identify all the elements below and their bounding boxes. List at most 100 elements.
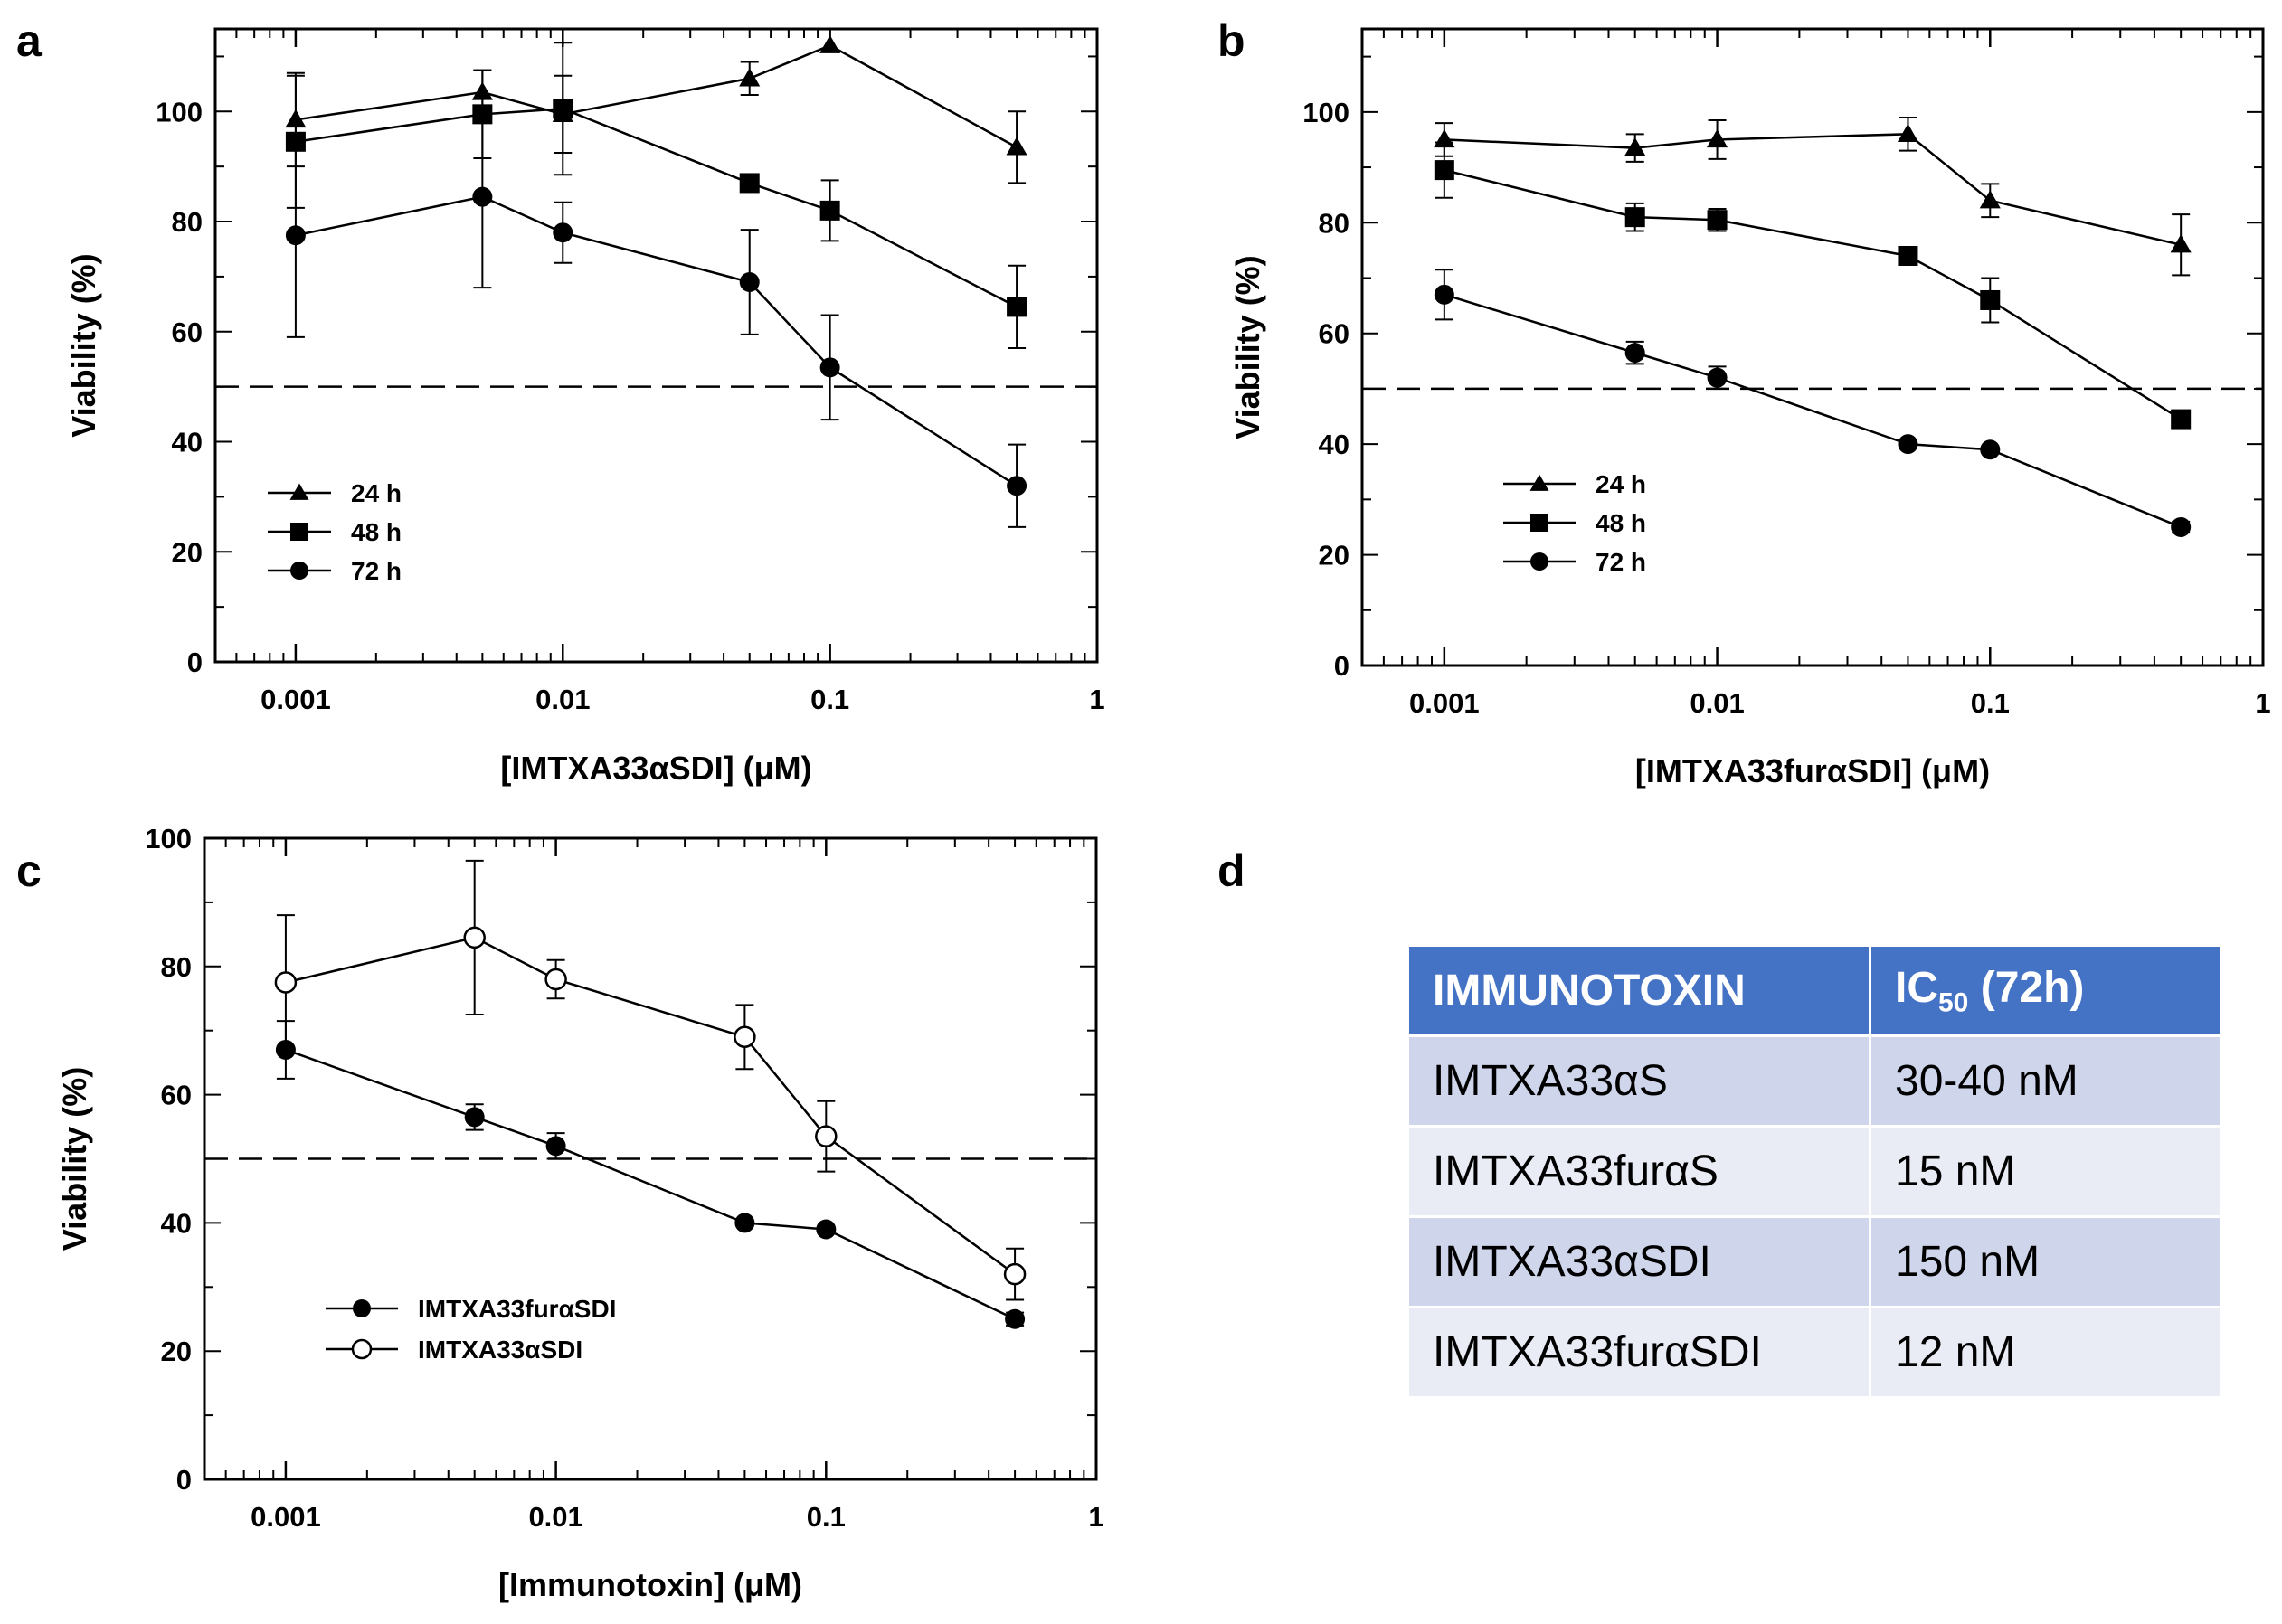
y-tick-label: 0 xyxy=(1334,650,1349,682)
panel-letter-b: b xyxy=(1217,15,1245,66)
y-tick-label: 60 xyxy=(172,316,203,348)
x-axis-label: [IMTXA33αSDI] (μM) xyxy=(500,750,811,787)
panel-letter-d: d xyxy=(1217,845,1245,896)
data-point xyxy=(1624,137,1646,156)
data-point xyxy=(1898,245,1918,266)
x-tick-label: 0.001 xyxy=(1409,687,1480,719)
y-tick-label: 80 xyxy=(172,206,203,238)
header-ic50: IC50 (72h) xyxy=(1869,944,2223,1037)
data-point xyxy=(1707,367,1728,388)
series-line xyxy=(295,43,1018,148)
header-immunotoxin: IMMUNOTOXIN xyxy=(1406,944,1871,1037)
series-72-h: 72 h xyxy=(268,105,1027,585)
data-point xyxy=(739,272,760,292)
y-tick-label: 60 xyxy=(1319,318,1349,350)
data-point xyxy=(1006,137,1027,156)
x-tick-label: 1 xyxy=(1088,1501,1103,1533)
y-tick-label: 40 xyxy=(161,1207,192,1239)
data-point xyxy=(819,357,840,378)
data-point xyxy=(1980,289,2001,310)
data-point xyxy=(1897,123,1918,142)
table-cell-ic50: 30-40 nM xyxy=(1869,1034,2223,1128)
legend-marker xyxy=(1530,552,1548,571)
legend-label: 24 h xyxy=(1596,470,1646,498)
data-point xyxy=(545,1136,566,1157)
series-24-h: 24 h xyxy=(1434,116,2192,498)
header-ic-text: IC xyxy=(1895,963,1938,1012)
data-point xyxy=(1624,207,1645,228)
series-line xyxy=(285,936,1016,1276)
legend-label: IMTXA33αSDI xyxy=(418,1336,582,1364)
series-48-h: 48 h xyxy=(268,42,1027,546)
y-tick-label: 100 xyxy=(156,96,203,127)
table-row: IMTXA33αSDI 150 nM xyxy=(1406,1215,2223,1308)
data-point xyxy=(819,34,841,53)
ic50-table: IMMUNOTOXIN IC50 (72h) IMTXA33αS 30-40 n… xyxy=(1406,944,2223,1399)
data-point xyxy=(1005,1308,1026,1329)
series-imtxa33furαsdi: IMTXA33furαSDI xyxy=(275,1020,1026,1329)
table-cell-name: IMTXA33αS xyxy=(1406,1034,1871,1128)
chart-a: 0.001 0.01 0.1 1 0 20 40 60 80 100 [IMTXA33αSDI] (… xyxy=(65,27,1105,787)
series-line xyxy=(295,195,1018,487)
y-axis-label: Viability (%) xyxy=(56,1067,93,1251)
panel-letter-a: a xyxy=(16,15,43,66)
series-48-h: 48 h xyxy=(1434,141,2192,537)
plot-frame xyxy=(213,27,1099,664)
data-point xyxy=(1434,284,1454,305)
data-point xyxy=(734,1025,756,1049)
legend-marker xyxy=(290,562,308,580)
data-point xyxy=(1898,434,1918,455)
chart-b: 0.001 0.01 0.1 1 0 20 40 60 80 100 [IMTXA33furαSDI… xyxy=(1229,27,2271,789)
x-tick-label: 0.01 xyxy=(535,684,590,715)
table-header-row: IMMUNOTOXIN IC50 (72h) xyxy=(1406,944,2223,1037)
table-row: IMTXA33αS 30-40 nM xyxy=(1406,1034,2223,1128)
y-tick-label: 40 xyxy=(172,427,203,458)
table-cell-ic50: 150 nM xyxy=(1869,1215,2223,1308)
data-point xyxy=(274,971,298,994)
data-point xyxy=(472,186,493,207)
y-tick-label: 60 xyxy=(161,1080,192,1111)
y-tick-label: 20 xyxy=(172,536,203,568)
panel-letter-c: c xyxy=(16,845,42,896)
data-point xyxy=(285,225,306,246)
table-cell-name: IMTXA33furαSDI xyxy=(1406,1306,1871,1399)
legend-marker xyxy=(1529,474,1549,491)
x-axis-label: [Immunotoxin] (μM) xyxy=(498,1566,802,1603)
header-72h-text: (72h) xyxy=(1968,963,2085,1012)
x-tick-label: 0.001 xyxy=(251,1501,321,1533)
plot-frame xyxy=(1360,27,2265,667)
table-cell-ic50: 15 nM xyxy=(1869,1125,2223,1218)
legend-marker xyxy=(351,1338,373,1360)
x-tick-label: 0.1 xyxy=(1971,687,2010,719)
data-point xyxy=(1624,343,1645,364)
data-point xyxy=(2170,234,2192,253)
legend-label: IMTXA33furαSDI xyxy=(418,1295,616,1323)
data-point xyxy=(1707,210,1728,231)
data-point xyxy=(1980,439,2001,460)
data-point xyxy=(553,99,573,119)
data-point xyxy=(739,173,760,194)
y-tick-label: 80 xyxy=(161,951,192,983)
x-tick-label: 1 xyxy=(1089,684,1104,715)
y-tick-label: 0 xyxy=(187,647,203,678)
series-72-h: 72 h xyxy=(1434,269,2192,576)
y-tick-label: 20 xyxy=(1319,540,1349,571)
y-axis-label: Viability (%) xyxy=(1229,255,1266,439)
table-cell-name: IMTXA33αSDI xyxy=(1406,1215,1871,1308)
legend-label: 72 h xyxy=(351,557,402,585)
data-point xyxy=(553,222,573,243)
chart-c: 0.001 0.01 0.1 1 0 20 40 60 80 100 [Immunotoxin] (… xyxy=(56,823,1104,1603)
legend-marker xyxy=(289,483,309,500)
y-axis-label: Viability (%) xyxy=(65,253,102,437)
series-line xyxy=(1444,168,2182,420)
data-point xyxy=(1007,476,1027,496)
x-tick-label: 0.1 xyxy=(810,684,849,715)
data-point xyxy=(1707,128,1728,148)
legend-label: 48 h xyxy=(1596,509,1646,537)
x-tick-label: 0.001 xyxy=(260,684,331,715)
data-point xyxy=(544,968,567,991)
data-point xyxy=(1979,190,2001,209)
data-point xyxy=(1007,297,1027,317)
x-tick-label: 0.01 xyxy=(528,1501,582,1533)
